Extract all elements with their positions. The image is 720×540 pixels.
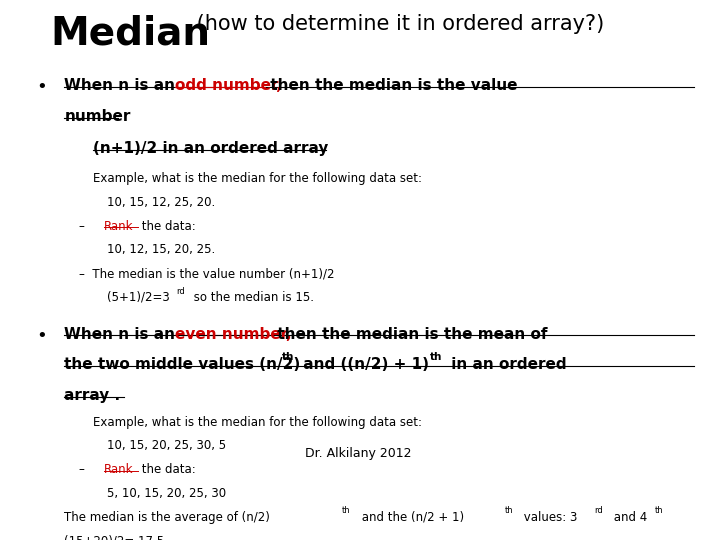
Text: array .: array . <box>64 388 120 403</box>
Text: (5+1)/2=3: (5+1)/2=3 <box>107 291 170 304</box>
Text: •: • <box>36 327 47 345</box>
Text: th: th <box>342 507 351 515</box>
Text: and 4: and 4 <box>610 511 647 524</box>
Text: even number,: even number, <box>176 327 292 341</box>
Text: the data:: the data: <box>138 220 196 233</box>
Text: rd: rd <box>594 507 603 515</box>
Text: in an ordered: in an ordered <box>446 357 567 373</box>
Text: Example, what is the median for the following data set:: Example, what is the median for the foll… <box>93 172 422 185</box>
Text: the two middle values (n/2): the two middle values (n/2) <box>64 357 301 373</box>
Text: th: th <box>282 352 294 362</box>
Text: When n is an: When n is an <box>64 327 181 341</box>
Text: Median: Median <box>50 14 210 52</box>
Text: Example, what is the median for the following data set:: Example, what is the median for the foll… <box>93 416 422 429</box>
Text: th: th <box>431 352 443 362</box>
Text: (how to determine it in ordered array?): (how to determine it in ordered array?) <box>189 14 604 34</box>
Text: rd: rd <box>176 287 185 296</box>
Text: th: th <box>505 507 513 515</box>
Text: •: • <box>36 78 47 96</box>
Text: number: number <box>64 109 131 124</box>
Text: The median is the average of (n/2): The median is the average of (n/2) <box>64 511 270 524</box>
Text: –  The median is the value number (n+1)/2: – The median is the value number (n+1)/2 <box>78 267 334 280</box>
Text: odd number,: odd number, <box>176 78 282 93</box>
Text: Rank: Rank <box>104 463 133 476</box>
Text: (n+1)/2 in an ordered array: (n+1)/2 in an ordered array <box>93 141 328 157</box>
Text: 5, 10, 15, 20, 25, 30: 5, 10, 15, 20, 25, 30 <box>107 487 227 500</box>
Text: 10, 12, 15, 20, 25.: 10, 12, 15, 20, 25. <box>107 244 215 256</box>
Text: When n is an: When n is an <box>64 78 181 93</box>
Text: –: – <box>78 220 92 233</box>
Text: then the median is the mean of: then the median is the mean of <box>272 327 547 341</box>
Text: values: 3: values: 3 <box>521 511 578 524</box>
Text: th: th <box>655 507 664 515</box>
Text: the data:: the data: <box>138 463 196 476</box>
Text: and the (n/2 + 1): and the (n/2 + 1) <box>358 511 464 524</box>
Text: Rank: Rank <box>104 220 133 233</box>
Text: (15+20)/2= 17.5: (15+20)/2= 17.5 <box>64 535 165 540</box>
Text: –: – <box>78 463 92 476</box>
Text: so the median is 15.: so the median is 15. <box>190 291 315 304</box>
Text: 10, 15, 20, 25, 30, 5: 10, 15, 20, 25, 30, 5 <box>107 440 227 453</box>
Text: Dr. Alkilany 2012: Dr. Alkilany 2012 <box>305 447 411 461</box>
Text: 10, 15, 12, 25, 20.: 10, 15, 12, 25, 20. <box>107 196 215 209</box>
Text: then the median is the value: then the median is the value <box>265 78 518 93</box>
Text: and ((n/2) + 1): and ((n/2) + 1) <box>298 357 429 373</box>
